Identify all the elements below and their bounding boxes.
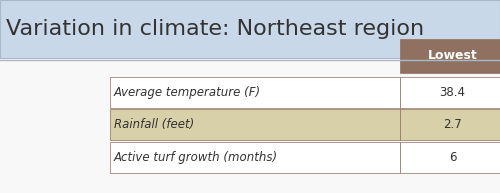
Bar xyxy=(400,142,500,173)
Text: Rainfall (feet): Rainfall (feet) xyxy=(114,118,194,131)
Text: Lowest: Lowest xyxy=(428,49,478,63)
Text: 6: 6 xyxy=(448,151,456,164)
Text: 38.4: 38.4 xyxy=(440,86,466,99)
Text: 2.7: 2.7 xyxy=(443,118,462,131)
Bar xyxy=(0,0,500,58)
Text: Variation in climate: Northeast region: Variation in climate: Northeast region xyxy=(6,19,424,39)
Text: Average temperature (F): Average temperature (F) xyxy=(114,86,261,99)
Text: Active turf growth (months): Active turf growth (months) xyxy=(114,151,278,164)
Bar xyxy=(400,39,500,73)
Bar xyxy=(110,109,400,140)
Bar xyxy=(400,77,500,108)
Bar xyxy=(110,77,400,108)
Bar xyxy=(400,109,500,140)
Bar xyxy=(110,142,400,173)
